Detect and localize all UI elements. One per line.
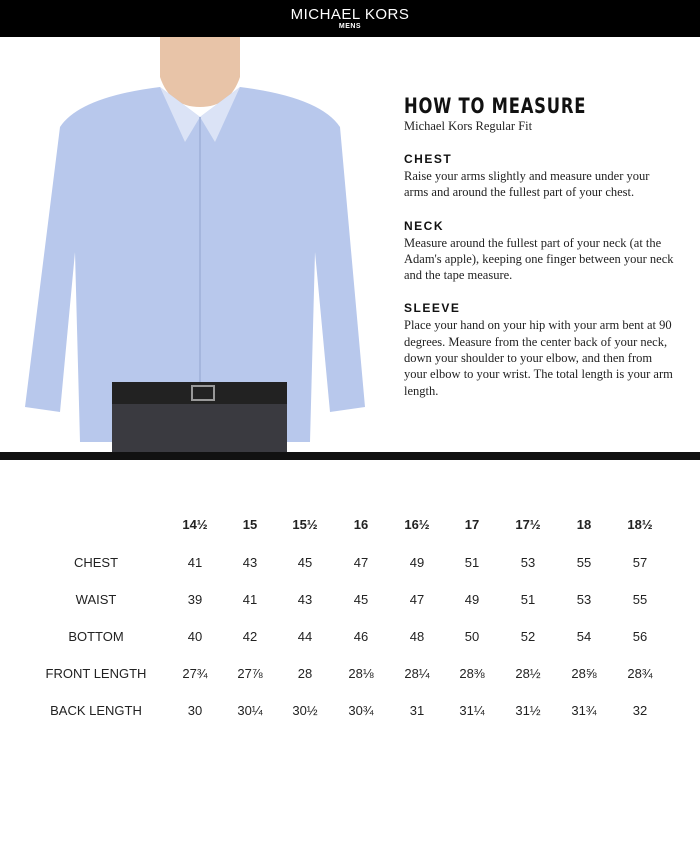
- row-label: BOTTOM: [68, 629, 124, 644]
- size-header: 16: [353, 517, 369, 532]
- section-heading: NECK: [404, 218, 445, 233]
- row-label: FRONT LENGTH: [45, 666, 147, 681]
- table-cell: 30: [187, 703, 203, 718]
- size-header: 16½: [404, 517, 430, 532]
- table-cell: 41: [242, 592, 258, 607]
- section-text: Place your hand on your hip with your ar…: [404, 318, 673, 398]
- row-label: CHEST: [73, 555, 119, 570]
- table-cell: 46: [353, 629, 369, 644]
- size-header-row: 14½ 15 15½ 16 16½ 17 17½ 18 18½: [0, 517, 700, 537]
- table-cell: 43: [297, 592, 313, 607]
- table-cell: 50: [464, 629, 480, 644]
- table-row: WAIST 39 41 43 45 47 49 51 53 55: [0, 592, 700, 612]
- table-row: FRONT LENGTH 27¾ 27⅞ 28 28⅛ 28¼ 28⅜ 28½ 28⅝ 28¾: [0, 666, 700, 686]
- brand-logo: MICHAEL KORS: [290, 6, 410, 23]
- table-cell: 30½: [292, 703, 318, 718]
- section-text: Measure around the fullest part of your …: [404, 235, 674, 283]
- table-cell: 40: [187, 629, 203, 644]
- table-cell: 43: [242, 555, 258, 570]
- table-cell: 28¾: [627, 666, 653, 681]
- size-header: 18: [576, 517, 592, 532]
- table-cell: 28: [297, 666, 313, 681]
- section-heading: CHEST: [404, 152, 453, 166]
- guide-subtitle: Michael Kors Regular Fit: [404, 119, 533, 133]
- table-row: CHEST 41 43 45 47 49 51 53 55 57: [0, 555, 700, 575]
- table-cell: 28½: [515, 666, 541, 681]
- sleeve-section: SLEEVE Place your hand on your hip with y…: [404, 301, 674, 398]
- table-row: BOTTOM 40 42 44 46 48 50 52 54 56: [0, 629, 700, 649]
- table-cell: 49: [464, 592, 480, 607]
- table-cell: 41: [187, 555, 203, 570]
- row-label: BACK LENGTH: [50, 703, 142, 718]
- table-cell: 30¾: [348, 703, 374, 718]
- header: MICHAEL KORS MENS: [0, 0, 700, 37]
- table-cell: 53: [576, 592, 592, 607]
- table-cell: 27⅞: [237, 666, 263, 681]
- table-cell: 44: [297, 629, 313, 644]
- table-cell: 31¼: [459, 703, 485, 718]
- table-cell: 42: [242, 629, 258, 644]
- table-cell: 45: [353, 592, 369, 607]
- chest-section: CHEST Raise your arms slightly and measur…: [404, 152, 674, 201]
- table-cell: 55: [632, 592, 648, 607]
- table-cell: 47: [409, 592, 425, 607]
- size-header: 14½: [182, 517, 208, 532]
- table-cell: 47: [353, 555, 369, 570]
- section-text: Raise your arms slightly and measure und…: [404, 169, 650, 200]
- row-label: WAIST: [75, 592, 117, 607]
- table-cell: 28⅝: [571, 666, 597, 681]
- size-header: 15½: [292, 517, 318, 532]
- guide-title: HOW TO MEASURE: [404, 94, 587, 118]
- table-cell: 56: [632, 629, 648, 644]
- neck-section: NECK Measure around the fullest part of y…: [404, 219, 674, 284]
- table-cell: 28¼: [404, 666, 430, 681]
- brand-subtitle: MENS: [338, 23, 362, 30]
- table-cell: 53: [520, 555, 536, 570]
- how-to-measure: HOW TO MEASURE Michael Kors Regular Fit …: [404, 94, 674, 399]
- table-cell: 31: [409, 703, 425, 718]
- divider-band: [0, 452, 700, 460]
- table-cell: 55: [576, 555, 592, 570]
- table-cell: 30¼: [237, 703, 263, 718]
- table-cell: 31½: [515, 703, 541, 718]
- table-cell: 49: [409, 555, 425, 570]
- table-cell: 51: [520, 592, 536, 607]
- size-header: 18½: [627, 517, 653, 532]
- table-cell: 52: [520, 629, 536, 644]
- table-cell: 28⅜: [459, 666, 485, 681]
- table-cell: 54: [576, 629, 592, 644]
- size-header: 17: [464, 517, 480, 532]
- table-cell: 48: [409, 629, 425, 644]
- table-cell: 32: [632, 703, 648, 718]
- size-header: 17½: [515, 517, 541, 532]
- table-cell: 39: [187, 592, 203, 607]
- table-cell: 57: [632, 555, 648, 570]
- table-row: BACK LENGTH 30 30¼ 30½ 30¾ 31 31¼ 31½ 31¾ 32: [0, 703, 700, 723]
- table-cell: 31¾: [571, 703, 597, 718]
- section-heading: SLEEVE: [404, 301, 461, 316]
- table-cell: 27¾: [182, 666, 208, 681]
- size-header: 15: [242, 517, 258, 532]
- table-cell: 45: [297, 555, 313, 570]
- model-shirt-photo: [25, 37, 365, 452]
- table-cell: 51: [464, 555, 480, 570]
- table-cell: 28⅛: [348, 666, 374, 681]
